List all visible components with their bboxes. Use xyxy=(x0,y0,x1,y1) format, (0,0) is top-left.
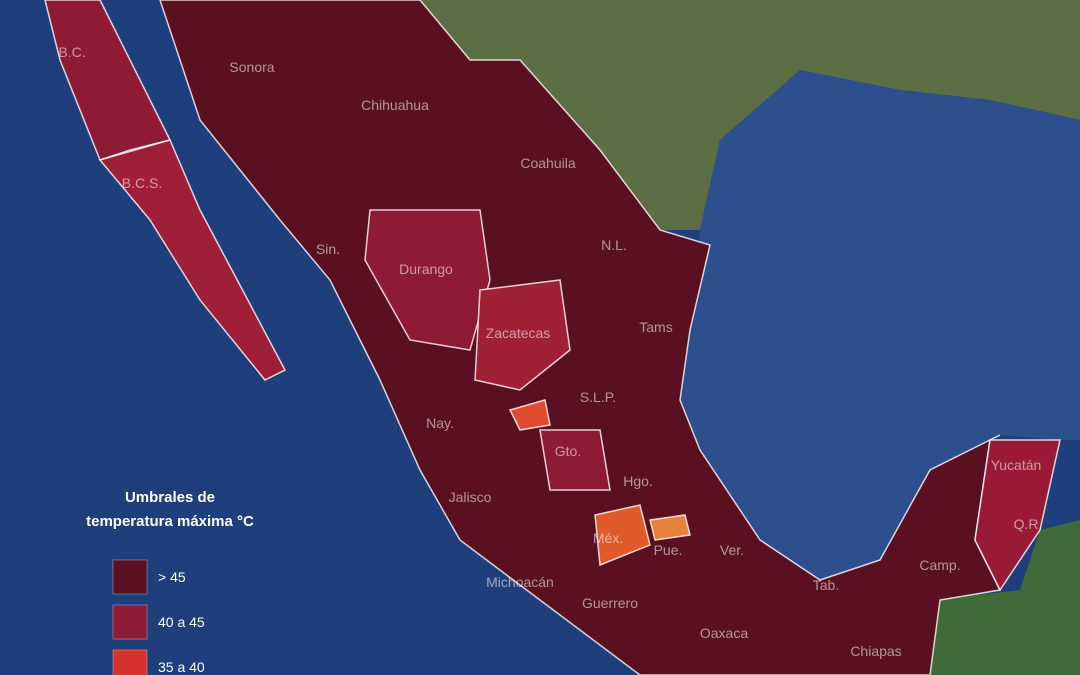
legend-title: Umbrales de xyxy=(125,489,215,506)
state-label: S.L.P. xyxy=(580,389,616,405)
legend: > 45 40 a 45 35 a 40 xyxy=(112,559,205,675)
state-label: Tams xyxy=(639,319,672,335)
usa-land xyxy=(420,0,1080,230)
state-label: Chiapas xyxy=(850,643,901,659)
region xyxy=(44,0,172,161)
state-label: Pue. xyxy=(654,542,683,558)
region xyxy=(974,439,1061,592)
state-label: Sonora xyxy=(229,59,274,75)
region xyxy=(159,0,1002,675)
state-label: Sin. xyxy=(316,241,340,257)
state-label: Coahuila xyxy=(520,155,575,171)
state-label: Yucatán xyxy=(991,457,1042,473)
gulf xyxy=(680,70,1080,580)
legend-label: 40 a 45 xyxy=(158,614,205,630)
legend-title: temperatura máxima °C xyxy=(86,513,254,530)
region xyxy=(594,504,651,567)
legend-swatch xyxy=(112,604,148,640)
region xyxy=(364,209,491,351)
region xyxy=(508,399,551,431)
state-label: Michoacán xyxy=(486,574,554,590)
state-label: Nay. xyxy=(426,415,454,431)
state-label: Jalisco xyxy=(449,489,492,505)
state-label: Camp. xyxy=(919,557,960,573)
region xyxy=(98,139,287,381)
state-label: Guerrero xyxy=(582,595,638,611)
state-labels: B.C. Sonora Chihuahua Coahuila B.C.S. Sin. Dur… xyxy=(58,44,1042,659)
state-label: Oaxaca xyxy=(700,625,748,641)
legend-swatch xyxy=(112,649,148,675)
state-label: Durango xyxy=(399,261,453,277)
state-label: Gto. xyxy=(555,443,581,459)
region xyxy=(474,279,571,391)
state-label: Ver. xyxy=(720,542,744,558)
state-label: Chihuahua xyxy=(361,97,429,113)
state-label: Hgo. xyxy=(623,473,653,489)
state-label: B.C. xyxy=(58,44,85,60)
region xyxy=(649,514,691,541)
state-label: Méx. xyxy=(593,530,623,546)
state-label: Zacatecas xyxy=(486,325,551,341)
region xyxy=(539,429,611,491)
state-label: N.L. xyxy=(601,237,627,253)
central-america xyxy=(930,520,1080,675)
legend-swatch xyxy=(112,559,148,595)
state-label: B.C.S. xyxy=(122,175,162,191)
state-label: Q.R. xyxy=(1014,516,1043,532)
state-label: Tab. xyxy=(813,577,839,593)
legend-label: > 45 xyxy=(158,569,186,585)
legend-label: 35 a 40 xyxy=(158,659,205,675)
